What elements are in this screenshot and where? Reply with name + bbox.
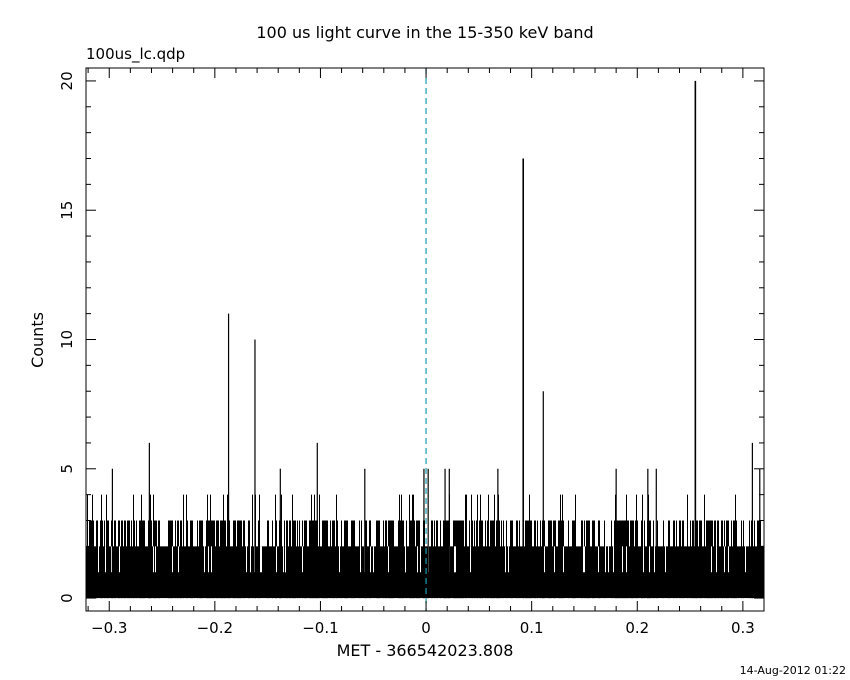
bar-series xyxy=(86,80,764,599)
x-tick-label: −0.2 xyxy=(197,619,233,637)
y-tick-label: 0 xyxy=(58,593,76,603)
x-tick-label: 0.2 xyxy=(625,619,649,637)
chart-subtitle: 100us_lc.qdp xyxy=(86,45,185,64)
x-tick-label: 0.1 xyxy=(520,619,544,637)
y-tick-label: 20 xyxy=(58,71,76,90)
y-tick-labels: 0 5 10 15 20 xyxy=(58,71,76,602)
y-axis-label: Counts xyxy=(28,312,47,368)
timestamp-footer: 14-Aug-2012 01:22 xyxy=(740,664,846,677)
chart-title: 100 us light curve in the 15-350 keV ban… xyxy=(256,23,593,42)
x-tick-label: −0.3 xyxy=(91,619,127,637)
axis-ticks xyxy=(86,68,765,611)
x-tick-labels: −0.3 −0.2 −0.1 0 0.1 0.2 0.3 xyxy=(91,619,755,637)
y-tick-label: 5 xyxy=(58,464,76,474)
x-tick-label: 0 xyxy=(421,619,431,637)
plot-area xyxy=(85,67,765,612)
y-tick-label: 15 xyxy=(58,201,76,220)
y-tick-label: 10 xyxy=(58,330,76,349)
x-axis-label: MET - 366542023.808 xyxy=(337,641,514,660)
x-tick-label: 0.3 xyxy=(731,619,755,637)
x-tick-label: −0.1 xyxy=(302,619,338,637)
